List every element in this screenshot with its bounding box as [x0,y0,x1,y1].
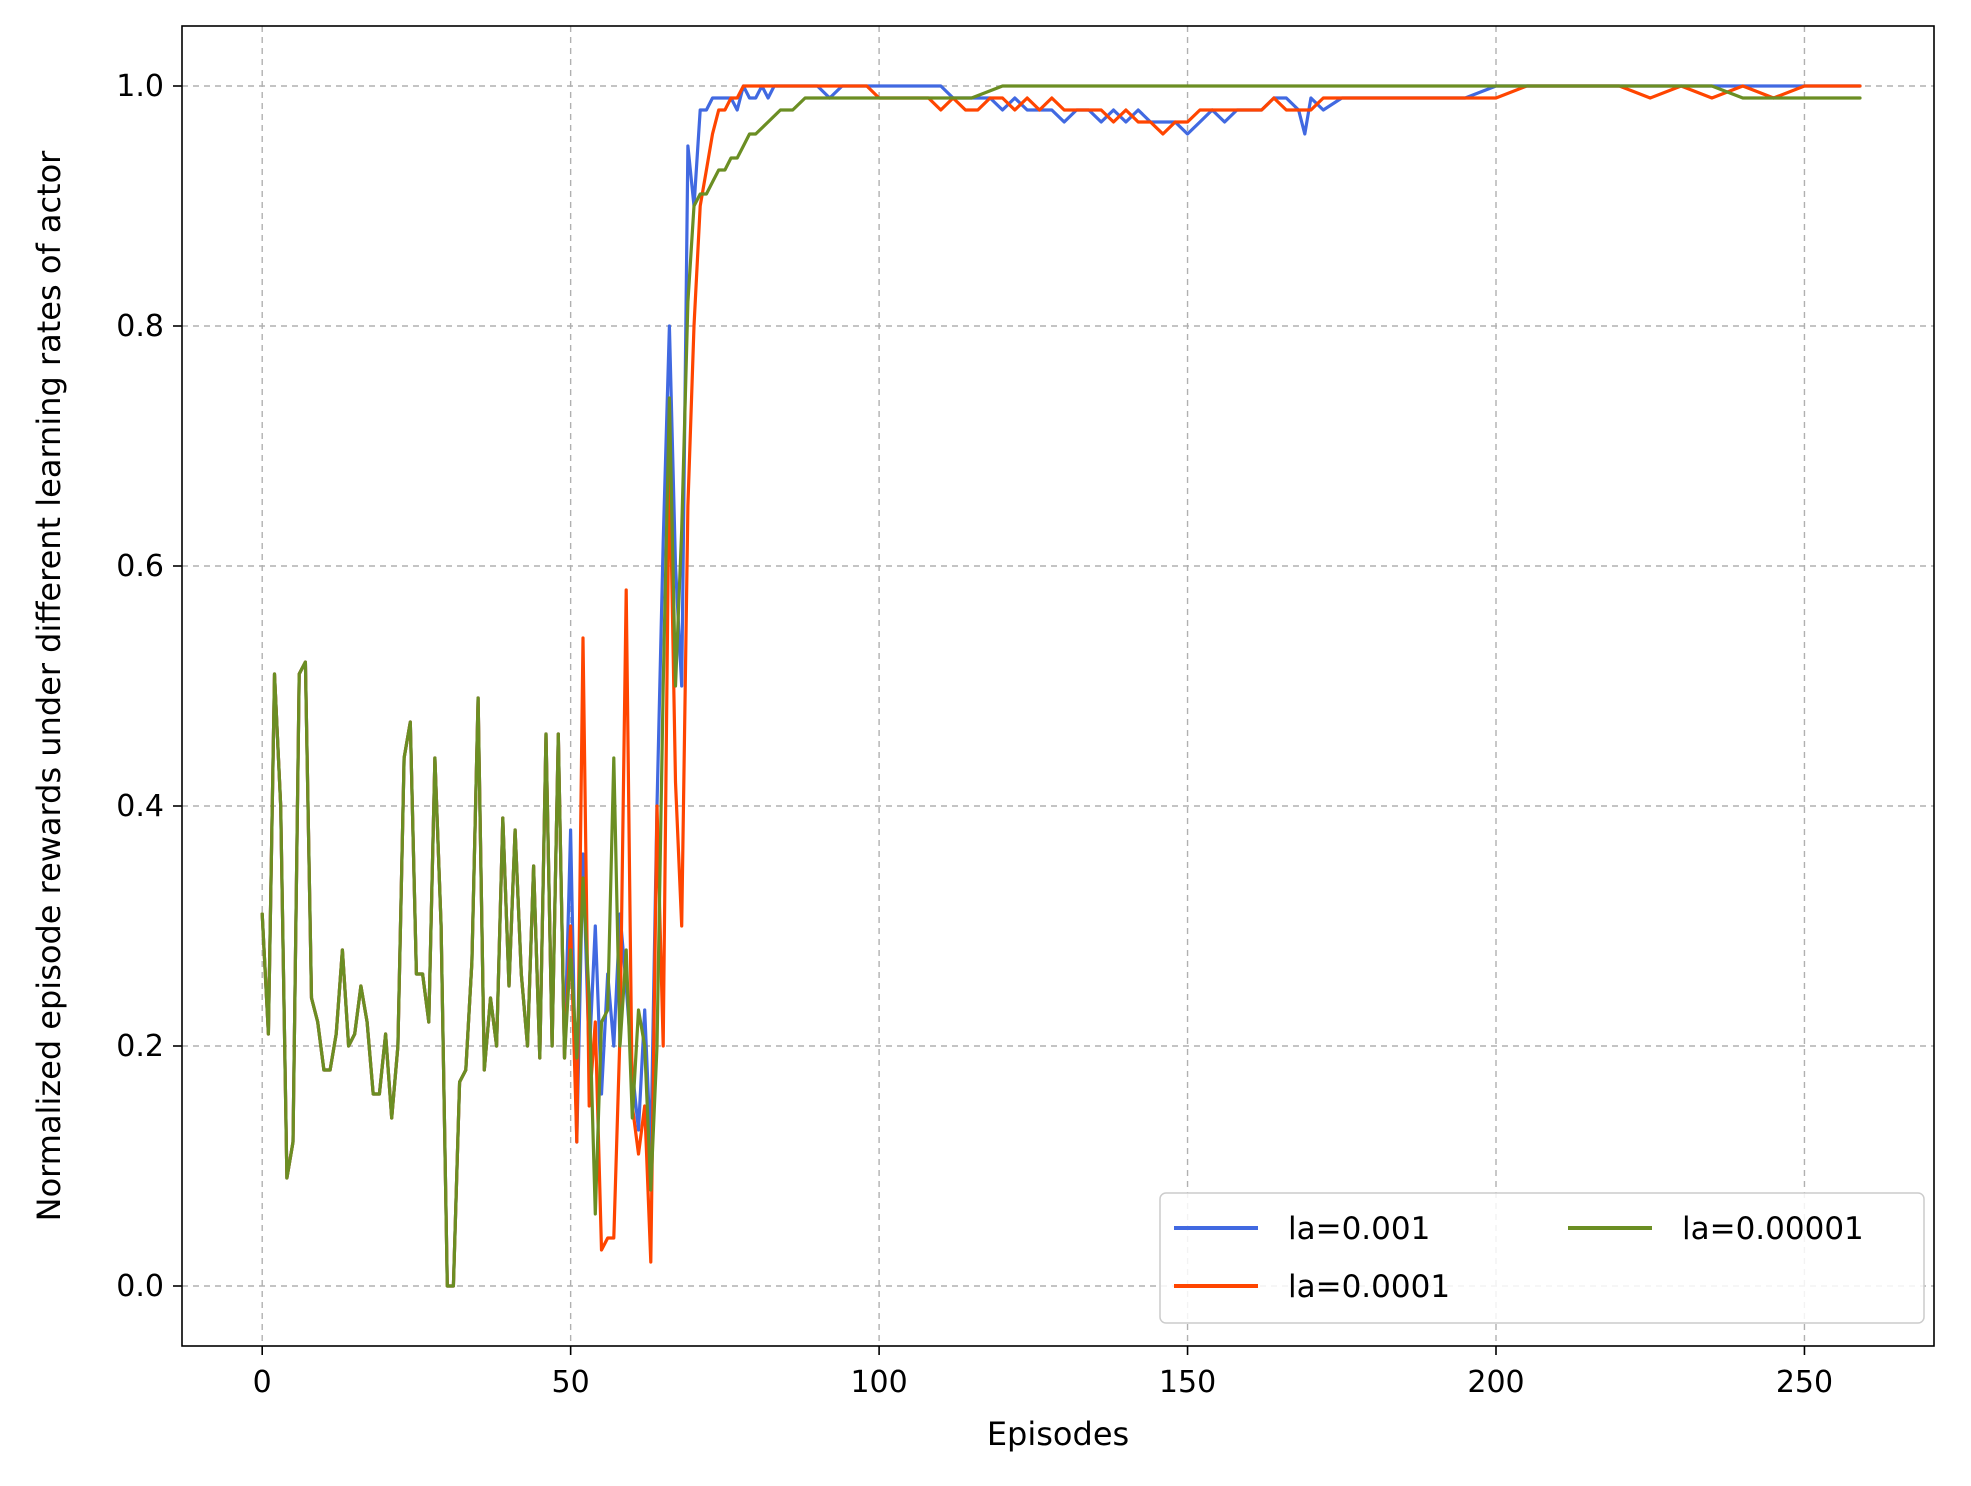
series-line-3 [260,84,1862,1288]
plot-frame [181,25,1935,1347]
legend: la=0.001 la=0.0001 la=0.00001 [1159,1192,1925,1324]
series-line-2 [260,84,1862,1288]
series-line-1 [260,84,1862,1288]
x-tick-label: 200 [1467,1365,1524,1400]
y-tick-label: 0.0 [116,1269,164,1304]
legend-label: la=0.001 [1288,1211,1430,1247]
y-axis-ticks: 0.0 0.2 0.4 0.6 0.8 1.0 [116,69,182,1304]
x-tick-label: 50 [552,1365,590,1400]
x-tick-label: 250 [1776,1365,1833,1400]
x-axis-title: Episodes [987,1415,1129,1453]
legend-items: la=0.001 la=0.0001 la=0.00001 [1174,1211,1864,1305]
y-tick-label: 0.2 [116,1029,164,1064]
y-axis-title: Normalized episode rewards under differe… [30,150,68,1222]
legend-label: la=0.00001 [1682,1211,1864,1247]
x-tick-label: 150 [1159,1365,1216,1400]
y-tick-label: 0.6 [116,549,164,584]
y-tick-label: 0.4 [116,789,164,824]
legend-label: la=0.0001 [1288,1269,1450,1305]
y-tick-label: 0.8 [116,309,164,344]
x-tick-label: 0 [253,1365,272,1400]
legend-box [1159,1192,1925,1324]
y-tick-label: 1.0 [116,69,164,104]
x-axis-ticks: 0 50 100 150 200 250 [253,1346,1833,1400]
x-tick-label: 100 [850,1365,907,1400]
series-lines [260,84,1862,1288]
grid-lines [182,26,1934,1346]
